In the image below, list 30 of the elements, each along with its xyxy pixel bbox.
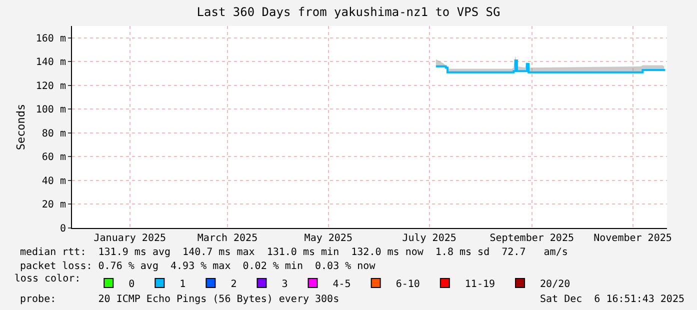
y-tick-label: 120 m <box>36 80 66 92</box>
y-tick-label: 80 m <box>42 128 66 140</box>
text: median rtt: 131.9 ms avg 140.7 ms max 131.0 ms min 132.0 ms now 1.8 ms sd 72.7 am/s <box>20 247 568 258</box>
y-tick-label: 100 m <box>36 104 66 116</box>
y-tick-label: 160 m <box>36 33 66 44</box>
legend-label: 2 <box>230 278 237 290</box>
x-tick-label: July 2025 <box>402 233 456 244</box>
legend-label: 20/20 <box>540 278 570 290</box>
x-tick-label: November 2025 <box>594 233 672 244</box>
y-tick-label: 40 m <box>42 176 66 187</box>
legend-label: 11-19 <box>464 278 496 290</box>
y-tick-label: 140 m <box>36 57 66 68</box>
text: probe: 20 ICMP Echo Pings (56 Bytes) every 300s <box>20 294 340 305</box>
x-tick-label: September 2025 <box>490 233 574 244</box>
x-tick-label: May 2025 <box>304 233 352 244</box>
text: packet loss: 0.76 % avg 4.93 % max 0.02 % min 0.03 % now <box>20 261 376 272</box>
legend-title: loss color: <box>14 274 81 284</box>
y-tick-label: 0 <box>60 224 66 234</box>
y-tick-label: 20 m <box>42 200 66 211</box>
legend-label: 3 <box>282 278 288 290</box>
x-tick-label: January 2025 <box>94 233 166 244</box>
legend-label: 6-10 <box>396 278 420 290</box>
legend-label: 0 <box>128 278 135 290</box>
y-tick-label: 60 m <box>42 152 66 164</box>
legend-label: 4-5 <box>332 278 351 290</box>
x-tick-label: March 2025 <box>197 233 258 244</box>
y-axis-title: Seconds <box>14 104 28 150</box>
legend-label: 1 <box>180 278 186 290</box>
chart-title: Last 360 Days from yakushima-nz1 to VPS SG <box>196 5 500 20</box>
text: Sat Dec 6 16:51:43 2025 <box>540 294 684 305</box>
